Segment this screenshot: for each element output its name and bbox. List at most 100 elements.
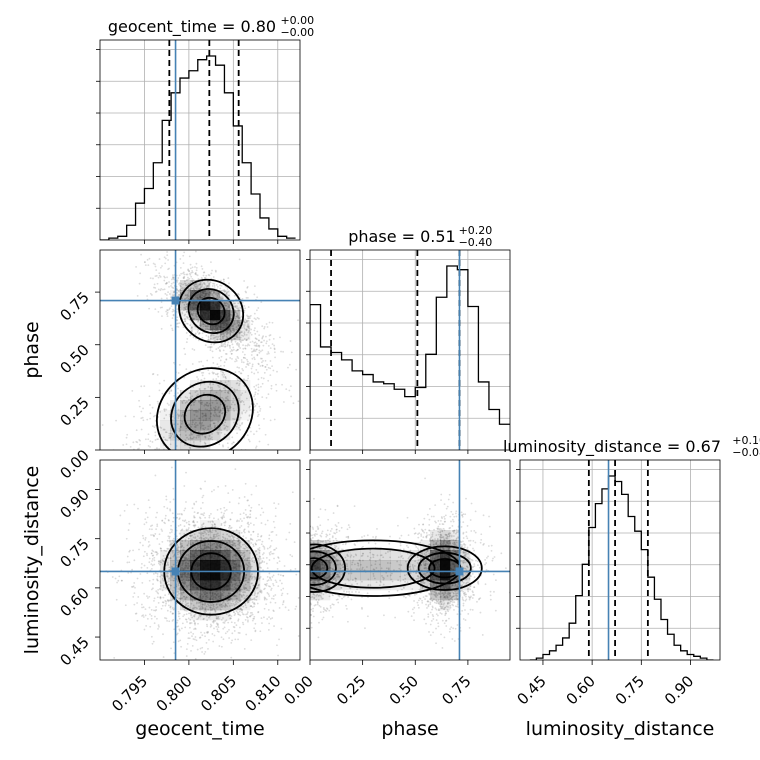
scatter-point <box>204 544 207 547</box>
scatter-point <box>180 645 183 648</box>
scatter-point <box>270 589 272 591</box>
scatter-point <box>249 605 252 608</box>
scatter-point <box>176 280 179 283</box>
scatter-point <box>141 615 143 617</box>
scatter-point <box>263 588 265 591</box>
scatter-point <box>174 456 176 458</box>
scatter-point <box>199 321 202 324</box>
scatter-point <box>208 516 211 519</box>
scatter-point <box>261 357 263 360</box>
scatter-point <box>184 313 187 316</box>
density-cell <box>180 440 191 450</box>
scatter-point <box>169 543 172 546</box>
scatter-point <box>219 338 221 341</box>
scatter-point <box>183 309 185 312</box>
scatter-point <box>188 318 191 321</box>
scatter-point <box>221 606 224 608</box>
scatter-point <box>267 629 270 631</box>
scatter-point <box>203 281 205 284</box>
scatter-point <box>178 415 180 418</box>
scatter-point <box>186 602 188 605</box>
scatter-point <box>289 385 292 387</box>
scatter-point <box>248 504 250 507</box>
scatter-point <box>230 330 233 332</box>
scatter-point <box>188 423 191 426</box>
scatter-point <box>250 558 253 560</box>
scatter-point <box>242 463 244 465</box>
scatter-point <box>198 417 200 420</box>
scatter-point <box>253 617 255 620</box>
scatter-point <box>221 412 224 415</box>
scatter-point <box>226 337 229 339</box>
scatter-point <box>264 359 267 362</box>
scatter-point <box>243 647 246 650</box>
scatter-point <box>147 445 150 447</box>
scatter-point <box>246 566 249 569</box>
scatter-point <box>160 297 163 300</box>
scatter-point <box>206 325 209 328</box>
scatter-point <box>225 377 227 380</box>
scatter-point <box>254 543 257 546</box>
scatter-point <box>214 610 217 613</box>
scatter-point <box>226 425 229 428</box>
scatter-point <box>173 394 176 397</box>
scatter-point <box>205 334 208 337</box>
scatter-point <box>190 432 193 435</box>
scatter-point <box>211 547 214 550</box>
scatter-point <box>210 261 212 264</box>
scatter-point <box>183 582 186 585</box>
scatter-point <box>178 587 181 590</box>
scatter-point <box>190 287 193 290</box>
scatter-point <box>239 336 242 339</box>
scatter-point <box>210 454 212 456</box>
scatter-point <box>183 306 186 309</box>
scatter-point <box>194 606 197 609</box>
scatter-point <box>238 293 240 296</box>
scatter-point <box>287 609 290 612</box>
scatter-point <box>239 331 242 334</box>
scatter-point <box>207 336 210 339</box>
scatter-point <box>220 306 223 309</box>
scatter-point <box>234 601 237 604</box>
scatter-point <box>219 411 221 414</box>
scatter-point <box>199 517 202 520</box>
scatter-point <box>171 286 174 289</box>
scatter-point <box>210 334 213 337</box>
scatter-point <box>170 584 172 587</box>
scatter-point <box>142 614 145 617</box>
scatter-point <box>198 597 201 600</box>
scatter-point <box>119 514 122 517</box>
density-cell <box>220 400 231 411</box>
scatter-point <box>224 304 227 307</box>
scatter-point <box>234 317 237 320</box>
scatter-point <box>255 345 258 347</box>
scatter-point <box>214 411 216 414</box>
scatter-point <box>190 326 193 328</box>
scatter-point <box>223 304 226 306</box>
scatter-point <box>272 369 275 372</box>
scatter-point <box>197 284 199 287</box>
scatter-point <box>219 507 222 510</box>
scatter-point <box>151 406 154 409</box>
scatter-point <box>219 332 222 335</box>
scatter-point <box>177 546 180 549</box>
scatter-point <box>280 582 283 585</box>
scatter-point <box>262 552 265 554</box>
scatter-point <box>166 439 169 442</box>
scatter-point <box>232 536 235 539</box>
scatter-point <box>207 325 210 328</box>
scatter-point <box>196 394 198 397</box>
scatter-point <box>223 524 226 527</box>
scatter-point <box>220 333 223 336</box>
scatter-point <box>269 367 272 370</box>
scatter-point <box>274 507 277 510</box>
scatter-point <box>236 348 239 351</box>
scatter-point <box>196 535 199 538</box>
scatter-point <box>256 602 259 605</box>
scatter-point <box>254 318 257 321</box>
scatter-point <box>243 594 245 597</box>
scatter-point <box>254 327 256 330</box>
scatter-point <box>253 615 256 618</box>
scatter-point <box>271 321 274 324</box>
scatter-point <box>239 580 241 582</box>
